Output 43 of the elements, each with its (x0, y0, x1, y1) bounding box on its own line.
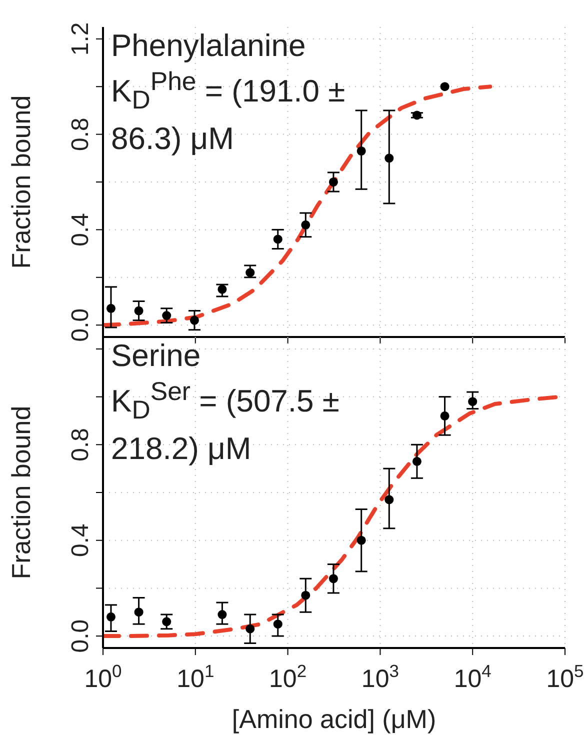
point (246, 268, 255, 278)
y-tick-label: 1.2 (67, 22, 94, 56)
annotation: K$_{D}$$^{Ser}$ = (507.5 ± 218.2) μM (111, 377, 340, 467)
y-tick-label: 0.4 (67, 213, 94, 246)
point (273, 620, 282, 629)
y-tick-label: 0.8 (67, 428, 94, 462)
point (134, 306, 144, 316)
point (246, 624, 255, 634)
point (440, 82, 450, 92)
x-axis-title: [Amino acid] (μM) (232, 704, 436, 734)
y-tick-label: 0.0 (67, 619, 94, 653)
point (328, 177, 338, 187)
point (218, 284, 227, 294)
x-tick-label: 10$^{1}$ (176, 661, 214, 693)
x-tick-label: 10$^{3}$ (361, 661, 399, 693)
point (468, 397, 478, 406)
point (106, 304, 116, 313)
y-axis-title: Fraction bound (6, 95, 36, 269)
point (218, 610, 227, 620)
point (273, 234, 282, 244)
point (356, 536, 366, 545)
point (440, 411, 450, 420)
point (301, 590, 310, 600)
point (384, 154, 394, 163)
point (328, 574, 338, 584)
annotation: Serine (111, 337, 202, 374)
x-tick-label: 10$^{4}$ (454, 661, 492, 693)
y-tick-label: 0.4 (67, 524, 94, 558)
y-tick-label: 0.0 (67, 308, 94, 342)
x-tick-label: 10$^{5}$ (546, 661, 584, 693)
annotation: Phenylalanine (111, 27, 307, 64)
point (384, 495, 394, 504)
point (301, 220, 310, 230)
y-axis-title: Fraction bound (6, 406, 36, 580)
y-tick-label: 0.8 (67, 118, 94, 151)
point (356, 146, 366, 156)
annotation: K$_{D}$$^{Phe}$ = (191.0 ± 86.3) μM (111, 67, 346, 157)
x-tick-label: 10$^{2}$ (269, 661, 307, 693)
point (162, 311, 172, 320)
x-tick-label: 10$^{0}$ (84, 661, 122, 693)
point (190, 316, 199, 325)
point (412, 110, 422, 120)
point (412, 456, 422, 466)
